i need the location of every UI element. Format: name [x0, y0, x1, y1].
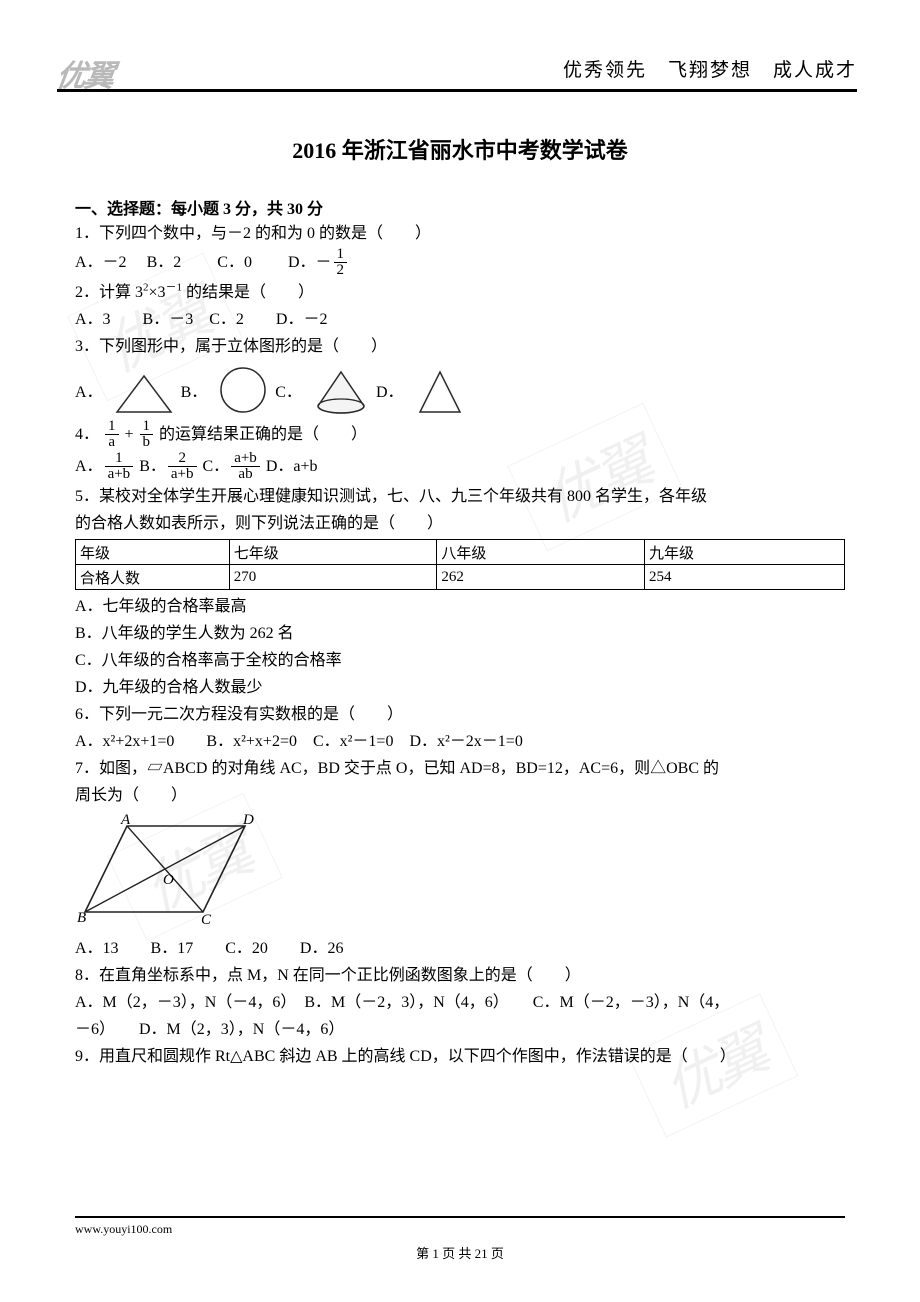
- q3-shapes: A． B． C． D．: [75, 364, 845, 416]
- section-heading: 一、选择题：每小题 3 分，共 30 分: [75, 195, 845, 219]
- table-row: 合格人数 270 262 254: [76, 565, 845, 590]
- q1-opt-d-prefix: D．－: [288, 254, 332, 271]
- triangle-tall-icon: [414, 368, 466, 416]
- q2-options: A．3 B．－3 C．2 D．－2: [75, 307, 845, 333]
- triangle-icon: [113, 372, 175, 416]
- q1-stem: 1．下列四个数中，与－2 的和为 0 的数是（ ）: [75, 221, 845, 247]
- svg-text:B: B: [77, 910, 86, 926]
- q5-opt-b: B．八年级的学生人数为 262 名: [75, 621, 845, 647]
- svg-text:D: D: [242, 814, 254, 828]
- page-title: 2016 年浙江省丽水市中考数学试卷: [75, 133, 845, 165]
- q7-stem-line2: 周长为（ ）: [75, 783, 845, 809]
- q4-options: A．1a+b B．2a+b C．a+bab D．a+b: [75, 452, 845, 483]
- q5-stem-line2: 的合格人数如表所示，则下列说法正确的是（ ）: [75, 511, 845, 537]
- header-slogan: 优秀领先 飞翔梦想 成人成才: [563, 55, 857, 82]
- page-footer: www.youyi100.com 第 1 页 共 21 页: [75, 1216, 845, 1262]
- q5-opt-a: A．七年级的合格率最高: [75, 594, 845, 620]
- table-row: 年级 七年级 八年级 九年级: [76, 540, 845, 565]
- cone-icon: [312, 368, 370, 416]
- q5-table: 年级 七年级 八年级 九年级 合格人数 270 262 254: [75, 539, 845, 590]
- q1-options: A．－2 B．2 C．0 D．－12: [75, 248, 845, 279]
- page-header: 优翼 优秀领先 飞翔梦想 成人成才: [75, 55, 845, 95]
- q6-options: A．x²+2x+1=0 B．x²+x+2=0 C．x²－1=0 D．x²－2x－…: [75, 729, 845, 755]
- q1-opt-a: A．－2: [75, 254, 127, 271]
- footer-page-number: 第 1 页 共 21 页: [75, 1243, 845, 1262]
- q3-label-d: D．: [376, 378, 404, 402]
- q5-opt-d: D．九年级的合格人数最少: [75, 675, 845, 701]
- q1-opt-b: B．2: [147, 254, 182, 271]
- q3-label-b: B．: [181, 378, 208, 402]
- parallelogram-figure: A D B C O: [75, 814, 260, 926]
- header-underline: [57, 89, 857, 92]
- q5-opt-c: C．八年级的合格率高于全校的合格率: [75, 648, 845, 674]
- svg-text:A: A: [120, 814, 131, 828]
- svg-text:C: C: [201, 912, 212, 926]
- q3-label-c: C．: [275, 378, 302, 402]
- q1-opt-d-frac: 12: [334, 247, 348, 278]
- q8-opts-line2: －6） D．M（2，3），N（－4，6）: [75, 1017, 845, 1043]
- q6-stem: 6．下列一元二次方程没有实数根的是（ ）: [75, 702, 845, 728]
- q1-opt-c: C．0: [217, 254, 252, 271]
- q2-stem: 2．计算 32×3－1 的结果是（ ）: [75, 280, 845, 306]
- footer-url: www.youyi100.com: [75, 1222, 845, 1237]
- svg-text:O: O: [163, 872, 174, 888]
- q7-options: A．13 B．17 C．20 D．26: [75, 936, 845, 962]
- q8-opts-line1: A．M（2，－3），N（－4，6） B．M（－2，3），N（4，6） C．M（－…: [75, 990, 845, 1016]
- q5-stem-line1: 5．某校对全体学生开展心理健康知识测试，七、八、九三个年级共有 800 名学生，…: [75, 484, 845, 510]
- footer-divider: [75, 1216, 845, 1218]
- q3-label-a: A．: [75, 378, 103, 402]
- q8-stem: 8．在直角坐标系中，点 M，N 在同一个正比例函数图象上的是（ ）: [75, 963, 845, 989]
- q9-stem: 9．用直尺和圆规作 Rt△ABC 斜边 AB 上的高线 CD，以下四个作图中，作…: [75, 1044, 845, 1070]
- q7-stem-line1: 7．如图，▱ABCD 的对角线 AC，BD 交于点 O，已知 AD=8，BD=1…: [75, 756, 845, 782]
- q4-stem: 4． 1a + 1b 的运算结果正确的是（ ）: [75, 420, 845, 451]
- q3-stem: 3．下列图形中，属于立体图形的是（ ）: [75, 334, 845, 360]
- circle-icon: [217, 364, 269, 416]
